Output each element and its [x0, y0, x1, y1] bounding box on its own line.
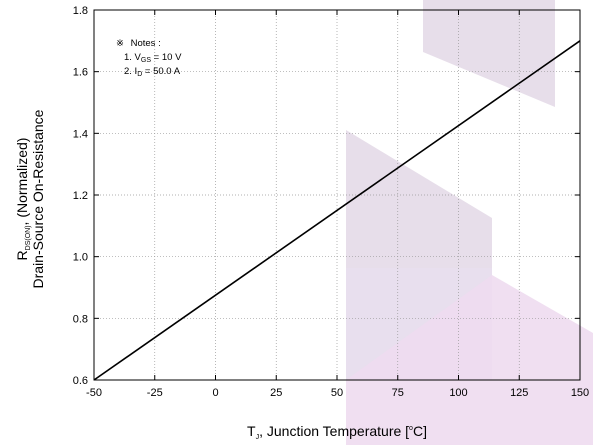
- x-tick-label: 25: [270, 387, 282, 399]
- y-axis-title-line1: RDS(ON), (Normalized): [14, 138, 32, 261]
- notes-annotation: ※ Notes : 1. VGS = 10 V 2. ID = 50.0 A: [116, 38, 182, 78]
- y-tick-label: 1.6: [73, 67, 88, 79]
- series-group: [93, 40, 581, 381]
- tick-marks: [93, 9, 581, 381]
- x-tick-label: 100: [449, 387, 467, 399]
- watermark-shape-bottom: [346, 275, 593, 445]
- x-tick-labels: -50 -25 0 25 50 75 100 125 150: [86, 387, 589, 399]
- y-tick-label: 0.8: [73, 313, 88, 325]
- y-tick-label: 1.0: [73, 252, 88, 264]
- y-axis-title: RDS(ON), (Normalized) Drain-Source On-Re…: [14, 109, 46, 288]
- x-tick-label: -50: [86, 387, 102, 399]
- y-tick-label: 1.8: [73, 5, 88, 17]
- watermark-shape-middle: [346, 130, 492, 268]
- x-tick-label: 125: [510, 387, 528, 399]
- y-tick-label: 1.4: [73, 128, 88, 140]
- notes-title: ※ Notes :: [116, 38, 161, 49]
- x-tick-label: 0: [212, 387, 218, 399]
- watermark-shape-top: [423, 0, 555, 107]
- series-line: [93, 40, 581, 381]
- x-tick-label: 75: [392, 387, 404, 399]
- y-axis-title-line2: Drain-Source On-Resistance: [30, 109, 46, 288]
- notes-line-id: 2. ID = 50.0 A: [124, 66, 181, 78]
- x-tick-label: 150: [571, 387, 589, 399]
- notes-line-vgs: 1. VGS = 10 V: [124, 52, 182, 64]
- y-tick-label: 0.6: [73, 375, 88, 387]
- y-tick-labels: 0.6 0.8 1.0 1.2 1.4 1.6 1.8: [73, 5, 88, 387]
- grid-lines: [94, 10, 580, 380]
- x-axis-title: TJ, Junction Temperature [oC]: [247, 423, 427, 441]
- y-tick-label: 1.2: [73, 190, 88, 202]
- watermark-shapes: [346, 0, 593, 445]
- x-tick-label: -25: [147, 387, 163, 399]
- x-tick-label: 50: [331, 387, 343, 399]
